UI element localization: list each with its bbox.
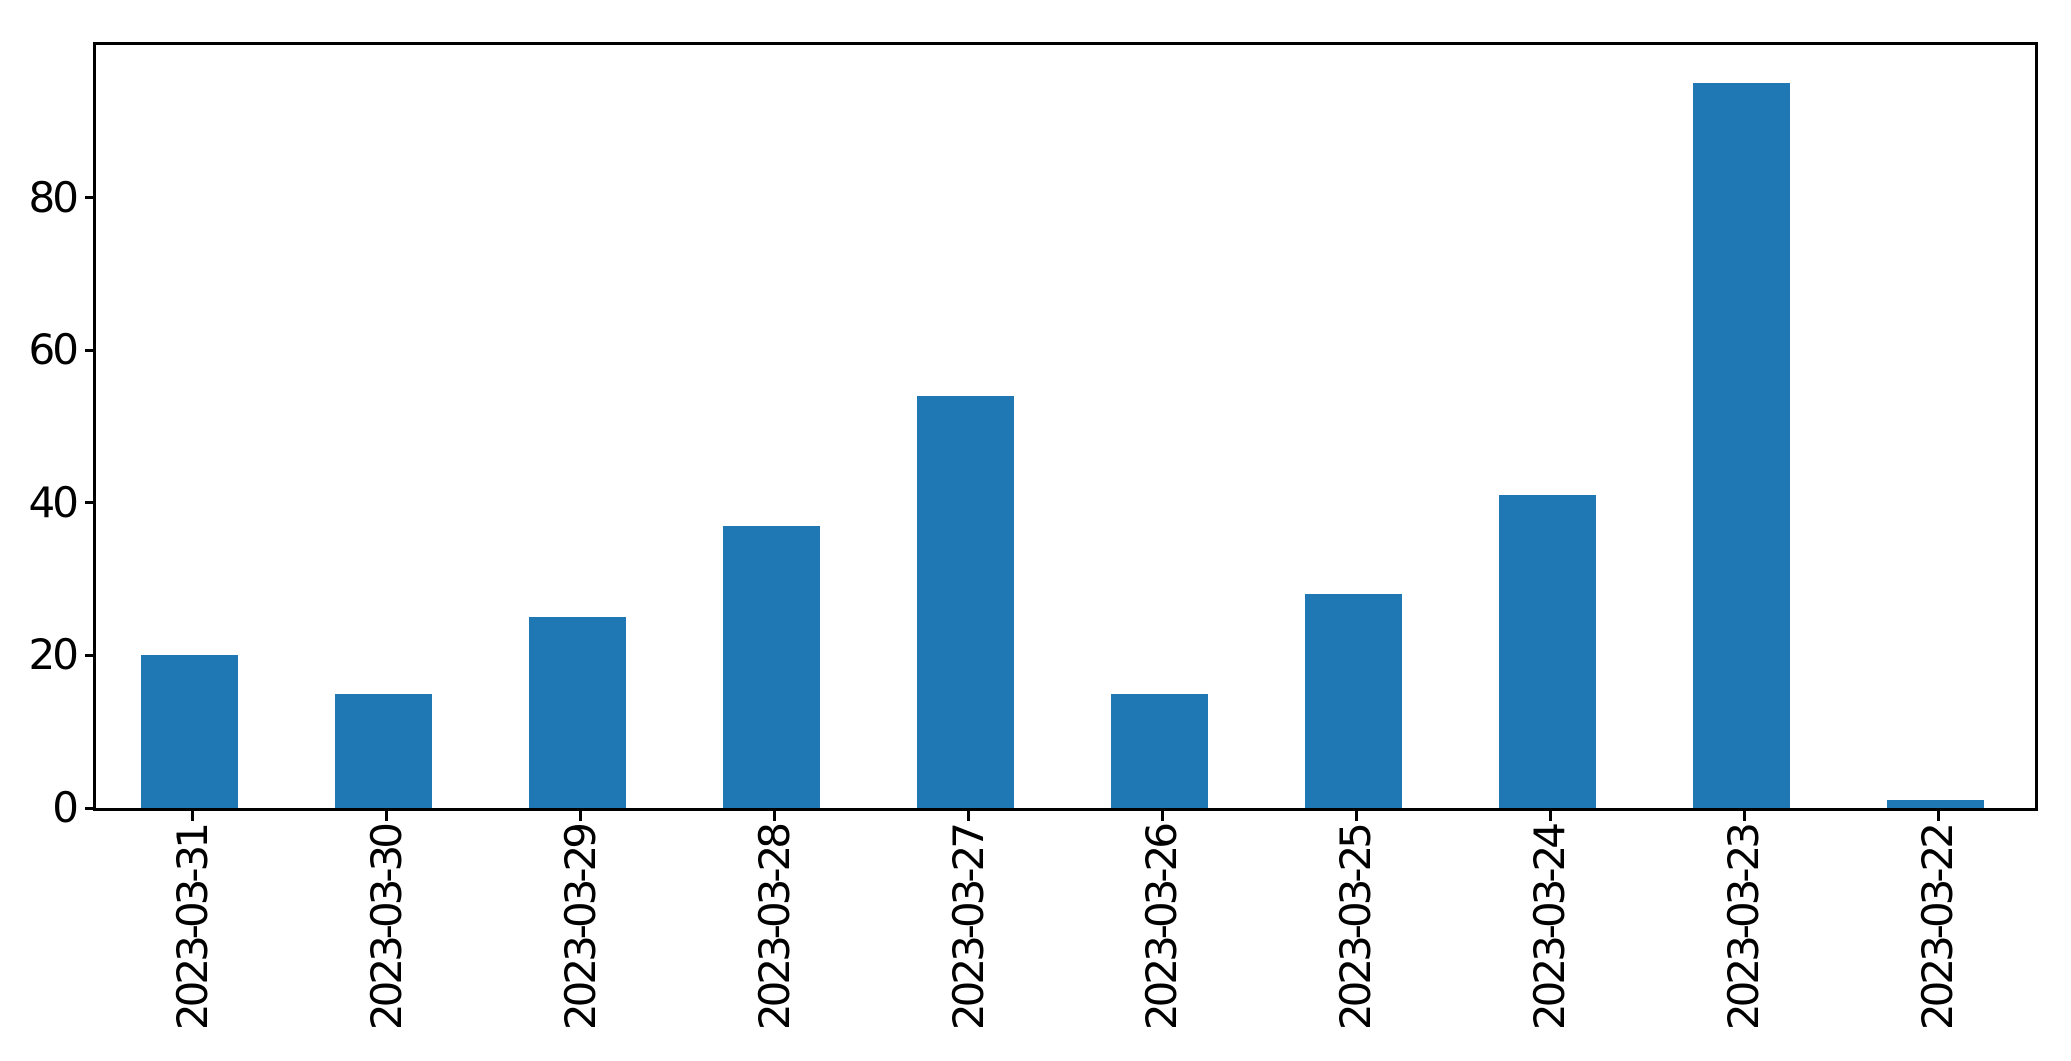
plot-area [93, 42, 2038, 811]
x-tick-label-2023-03-24: 2023-03-24 [1525, 826, 1575, 1031]
x-tick-mark-2023-03-29 [579, 809, 583, 821]
bar-2023-03-23 [1692, 83, 1790, 808]
x-tick-label-2023-03-31: 2023-03-31 [167, 826, 217, 1031]
x-tick-label-2023-03-30: 2023-03-30 [361, 826, 411, 1031]
y-tick-label-60: 60 [28, 325, 79, 375]
y-tick-mark-60 [85, 348, 95, 352]
x-tick-mark-2023-03-31 [191, 809, 195, 821]
y-tick-mark-80 [85, 196, 95, 200]
bar-2023-03-31 [141, 655, 239, 808]
bar-2023-03-30 [335, 693, 433, 808]
y-tick-mark-0 [85, 806, 95, 810]
bar-2023-03-22 [1886, 800, 1984, 808]
bar-2023-03-26 [1110, 693, 1208, 808]
x-tick-mark-2023-03-28 [773, 809, 777, 821]
x-tick-label-2023-03-25: 2023-03-25 [1331, 826, 1381, 1031]
x-tick-label-2023-03-23: 2023-03-23 [1719, 826, 1769, 1031]
bar-2023-03-24 [1498, 495, 1596, 808]
y-tick-label-40: 40 [28, 477, 79, 527]
x-tick-label-2023-03-28: 2023-03-28 [749, 826, 799, 1031]
x-tick-mark-2023-03-22 [1936, 809, 1940, 821]
y-tick-mark-20 [85, 653, 95, 657]
bar-2023-03-28 [723, 525, 821, 808]
x-tick-mark-2023-03-25 [1354, 809, 1358, 821]
x-tick-mark-2023-03-24 [1548, 809, 1552, 821]
x-tick-mark-2023-03-30 [385, 809, 389, 821]
y-tick-label-20: 20 [28, 630, 79, 680]
x-tick-label-2023-03-22: 2023-03-22 [1913, 826, 1963, 1031]
y-tick-label-0: 0 [52, 783, 79, 832]
bar-2023-03-27 [917, 395, 1014, 808]
x-tick-label-2023-03-26: 2023-03-26 [1137, 826, 1187, 1031]
x-tick-mark-2023-03-26 [1160, 809, 1164, 821]
bar-2023-03-25 [1304, 594, 1402, 808]
x-tick-mark-2023-03-23 [1742, 809, 1746, 821]
bar-2023-03-29 [529, 617, 627, 808]
x-tick-label-2023-03-29: 2023-03-29 [555, 826, 605, 1031]
y-tick-label-80: 80 [28, 172, 79, 222]
y-tick-mark-40 [85, 501, 95, 505]
x-tick-mark-2023-03-27 [967, 809, 971, 821]
x-tick-label-2023-03-27: 2023-03-27 [943, 826, 993, 1031]
